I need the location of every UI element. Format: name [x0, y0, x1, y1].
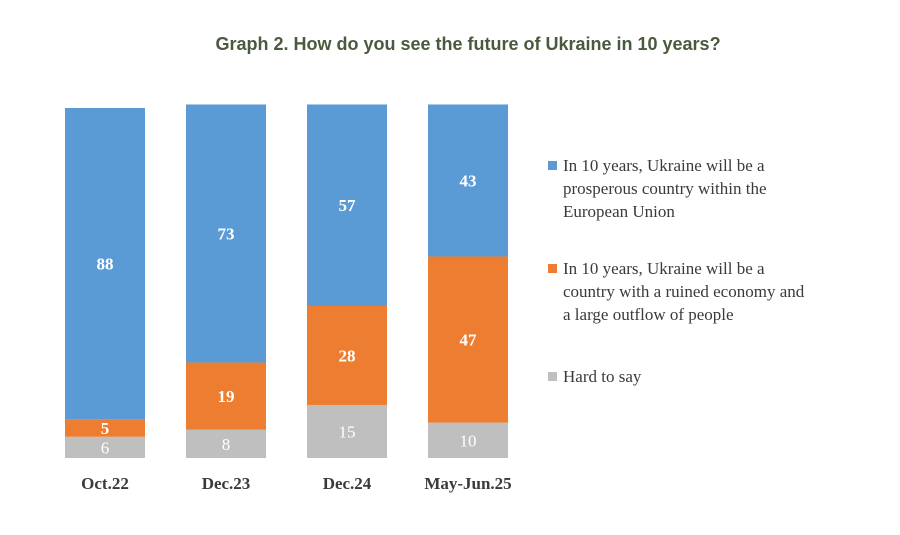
- data-label: 8: [222, 435, 231, 454]
- legend-swatch: [548, 161, 557, 170]
- legend-label: Hard to say: [563, 367, 642, 386]
- bar-segment: [186, 362, 266, 430]
- bar-segment: [186, 104, 266, 363]
- data-label: 28: [339, 346, 356, 365]
- legend-label: country with a ruined economy and: [563, 282, 805, 301]
- data-label: 43: [460, 171, 477, 190]
- data-label: 10: [460, 431, 477, 450]
- data-label: 57: [339, 196, 357, 215]
- bar-segment: [307, 404, 387, 458]
- bar-segment: [186, 429, 266, 458]
- legend-label: European Union: [563, 202, 675, 221]
- legend-swatch: [548, 372, 557, 381]
- data-label: 5: [101, 419, 110, 438]
- data-label: 88: [97, 255, 114, 274]
- bar-segment: [65, 419, 145, 437]
- chart-title: Graph 2. How do you see the future of Uk…: [215, 34, 720, 54]
- legend-swatch: [548, 264, 557, 273]
- category-label: Dec.24: [323, 474, 372, 493]
- bar-segment: [307, 104, 387, 306]
- bar-segment: [65, 436, 145, 458]
- bars-group: [65, 104, 508, 458]
- data-label: 6: [101, 438, 110, 457]
- bar-segment: [428, 422, 508, 458]
- bar-segment: [307, 305, 387, 405]
- data-label: 73: [218, 225, 235, 244]
- legend-label: In 10 years, Ukraine will be a: [563, 259, 765, 278]
- data-label: 19: [218, 387, 235, 406]
- bar-segment: [65, 108, 145, 420]
- category-label: Dec.23: [202, 474, 251, 493]
- category-label: May-Jun.25: [424, 474, 511, 493]
- legend: In 10 years, Ukraine will be a prosperous…: [548, 156, 805, 386]
- legend-label: prosperous country within the: [563, 179, 767, 198]
- data-label: 15: [339, 422, 356, 441]
- bar-segment: [428, 256, 508, 423]
- category-labels-group: Oct.22 Dec.23 Dec.24 May-Jun.25: [81, 474, 512, 493]
- bar-segment: [428, 104, 508, 257]
- legend-label: a large outflow of people: [563, 305, 734, 324]
- category-label: Oct.22: [81, 474, 129, 493]
- legend-label: In 10 years, Ukraine will be a: [563, 156, 765, 175]
- data-label: 47: [460, 331, 478, 350]
